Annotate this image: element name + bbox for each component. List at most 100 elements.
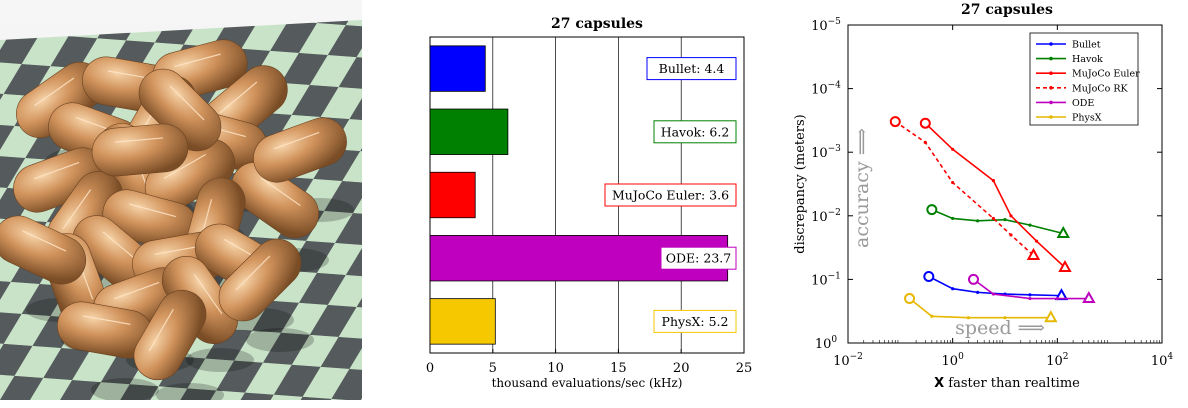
- capsule-highlight: [169, 85, 205, 121]
- line-x-tick-label: 10−2: [833, 352, 863, 369]
- series-ode-point: [1055, 296, 1059, 301]
- line-x-axis-label-prefix: X: [934, 376, 944, 391]
- speed-annotation: speed ⟹: [955, 317, 1045, 339]
- bar-havok: [429, 108, 509, 155]
- series-mujoco-rk-point: [1009, 233, 1013, 237]
- bar-data-label: PhysX: 5.2: [662, 314, 729, 329]
- series-bullet-start-marker: [923, 270, 935, 282]
- series-mujoco-euler-point: [1034, 239, 1039, 243]
- legend-label: Havok: [1072, 54, 1103, 65]
- bar-x-tick-label: 5: [489, 361, 497, 376]
- bar-data-label: ODE: 23.7: [666, 251, 731, 266]
- capsule-highlight: [33, 161, 80, 180]
- line-chart-title: 27 capsules: [961, 2, 1053, 18]
- series-ode-point: [1028, 296, 1032, 301]
- capsule-highlight: [235, 255, 271, 291]
- bar-data-label: Havok: 6.2: [661, 124, 730, 139]
- bar-physx: [429, 298, 496, 345]
- bar-bullet: [429, 45, 486, 92]
- legend-swatch-dot: [1049, 115, 1053, 119]
- capsule-highlight: [34, 77, 75, 107]
- bar-label-box: [646, 57, 737, 81]
- line-x-tick-label: 100: [942, 352, 965, 369]
- capsule: [133, 289, 207, 381]
- legend-box: [1029, 32, 1139, 126]
- series-mujoco-euler-point: [951, 147, 955, 151]
- line-y-tick-label: 10−1: [811, 271, 841, 288]
- legend-swatch-dot: [1049, 71, 1053, 75]
- series-havok-point: [1003, 218, 1007, 222]
- series-mujoco-rk-point: [991, 216, 995, 221]
- series-mujoco-euler-start-marker: [919, 117, 931, 129]
- line-series-group: [889, 116, 1096, 323]
- series-mujoco-euler-point: [1009, 214, 1013, 218]
- capsule-highlight: [260, 177, 301, 207]
- capsule-scene-image: [0, 0, 362, 400]
- series-havok-line: [931, 208, 1064, 235]
- line-x-axis-label-rest: faster than realtime: [944, 376, 1080, 391]
- bar-x-tick-label: 0: [426, 361, 434, 376]
- capsule-body: [218, 238, 302, 322]
- series-havok-point: [1028, 223, 1032, 227]
- capsule-shadow: [186, 348, 254, 372]
- capsule-body: [91, 123, 189, 177]
- series-havok-start-marker: [926, 204, 938, 216]
- capsule-shadow: [246, 328, 314, 352]
- bar-label-box: [604, 183, 737, 207]
- legend-label: MuJoCo RK: [1072, 83, 1129, 94]
- capsule-highlight: [273, 131, 320, 150]
- line-chart: 27 capsules 10−2 100 102 10410−510−410−310−…: [793, 2, 1173, 391]
- series-physx-end-marker: [1044, 310, 1058, 323]
- legend-swatch-dot: [1049, 42, 1053, 46]
- series-physx-point: [966, 316, 971, 320]
- line-plot-area: [847, 24, 1163, 344]
- capsule: [91, 123, 189, 177]
- capsule: [253, 117, 347, 183]
- legend-swatch-dot: [1049, 100, 1053, 105]
- series-mujoco-euler-end-marker: [1058, 259, 1072, 273]
- legend-label: MuJoCo Euler: [1072, 69, 1140, 80]
- series-mujoco-rk-line: [894, 120, 1035, 257]
- bar-x-axis-label: thousand evaluations/sec (kHz): [492, 376, 683, 390]
- series-havok-point: [976, 219, 980, 223]
- series-bullet-line: [928, 275, 1062, 297]
- series-mujoco-rk-point: [923, 140, 927, 144]
- bar-x-tick-label: 20: [673, 361, 690, 376]
- capsule-highlight: [62, 189, 92, 230]
- series-mujoco-euler-line: [924, 122, 1066, 269]
- bar-data-label: Bullet: 4.4: [659, 61, 725, 76]
- bar-x-tick-label: 10: [547, 361, 564, 376]
- legend-label: Bullet: [1072, 40, 1101, 51]
- capsule-highlight: [148, 308, 174, 352]
- legend: Bullet Havok MuJoCo Euler MuJoCo RK ODE PhysX: [1029, 32, 1140, 126]
- line-y-tick-label: 10−5: [811, 17, 841, 34]
- legend-label: PhysX: [1072, 113, 1102, 124]
- line-y-tick-label: 10−3: [811, 144, 841, 161]
- capsule-body: [231, 161, 319, 239]
- capsule-body: [0, 215, 87, 285]
- accuracy-annotation: accuracy ⟹: [851, 128, 873, 248]
- capsule: [0, 215, 87, 285]
- capsule-highlight: [163, 153, 207, 179]
- series-ode-point: [991, 292, 995, 296]
- line-y-tick-label: 10−4: [811, 81, 841, 98]
- bar-mujoco-euler: [429, 171, 476, 219]
- capsule-group: [0, 39, 354, 400]
- capsule-highlight: [193, 274, 223, 315]
- capsule-shadow: [91, 378, 159, 400]
- bar-marks: Bullet: 4.4 Havok: 6.2 MuJoCo Euler: 3.6 OD…: [429, 45, 737, 345]
- line-y-axis-label: discrepancy (meters): [793, 114, 808, 254]
- series-physx-line: [909, 297, 1051, 319]
- series-mujoco-rk-end-marker: [1026, 247, 1041, 260]
- series-physx-start-marker: [904, 293, 916, 305]
- legend-swatch-dot: [1049, 56, 1053, 61]
- series-bullet-point: [976, 290, 980, 294]
- series-havok-end-marker: [1056, 225, 1070, 239]
- capsule-highlight: [22, 230, 67, 252]
- bar-chart-title: 27 capsules: [551, 16, 643, 32]
- legend-swatch-dot: [1049, 86, 1053, 90]
- bar-label-box: [653, 309, 737, 333]
- bar-label-box: [660, 246, 737, 270]
- line-x-tick-label: 102: [1046, 352, 1068, 369]
